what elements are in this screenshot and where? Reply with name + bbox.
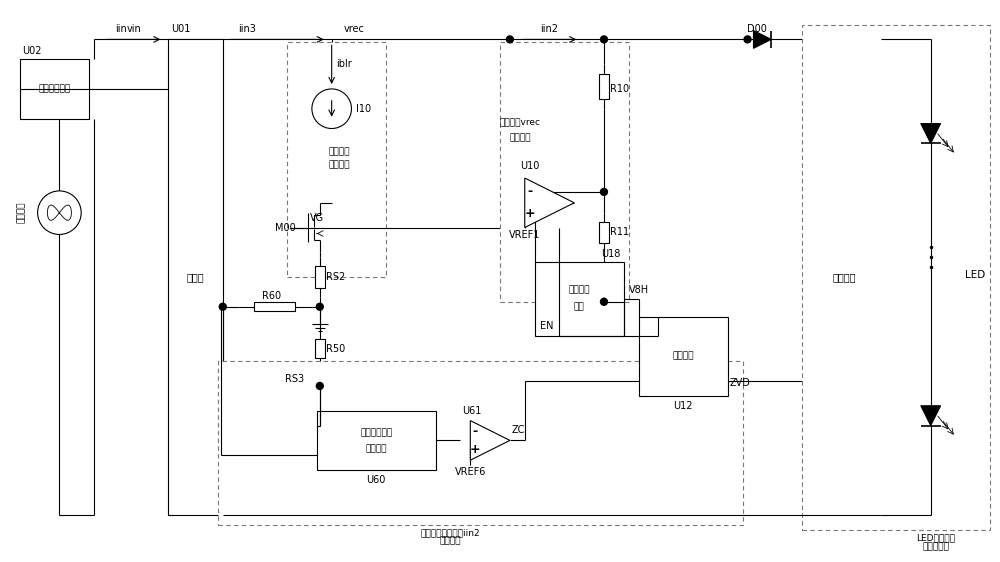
Text: V8H: V8H bbox=[629, 285, 649, 296]
Bar bbox=[599, 74, 609, 99]
Bar bbox=[287, 42, 386, 277]
Text: 检测电路: 检测电路 bbox=[509, 133, 531, 142]
Text: +: + bbox=[524, 207, 535, 220]
Text: 可控硅调光器: 可控硅调光器 bbox=[38, 84, 71, 93]
Bar bbox=[20, 59, 89, 119]
Polygon shape bbox=[921, 406, 941, 425]
Text: VREF1: VREF1 bbox=[509, 229, 540, 239]
Bar bbox=[599, 221, 609, 243]
Text: VG: VG bbox=[310, 212, 324, 223]
Text: U12: U12 bbox=[673, 401, 693, 411]
Text: vin: vin bbox=[126, 25, 141, 34]
Text: VREF6: VREF6 bbox=[455, 467, 486, 477]
Bar bbox=[807, 39, 881, 515]
Text: 交流输入: 交流输入 bbox=[17, 202, 26, 224]
Circle shape bbox=[744, 36, 751, 43]
Text: 开关电路: 开关电路 bbox=[832, 272, 856, 282]
Text: U10: U10 bbox=[520, 161, 539, 171]
Bar bbox=[802, 25, 990, 529]
Polygon shape bbox=[753, 30, 771, 48]
Text: 泄放电流
调节电路: 泄放电流 调节电路 bbox=[329, 147, 350, 169]
Text: 驱动电路输入电流iin2: 驱动电路输入电流iin2 bbox=[421, 528, 480, 537]
Bar bbox=[218, 361, 743, 524]
Text: RS2: RS2 bbox=[326, 272, 345, 282]
Bar bbox=[168, 39, 223, 515]
Bar bbox=[500, 42, 629, 302]
Circle shape bbox=[219, 303, 226, 310]
Circle shape bbox=[316, 383, 323, 389]
Text: U18: U18 bbox=[601, 249, 621, 259]
Text: EN: EN bbox=[540, 321, 553, 332]
Text: 绝对値）: 绝对値） bbox=[365, 444, 387, 453]
Circle shape bbox=[38, 191, 81, 234]
Text: U61: U61 bbox=[462, 406, 482, 416]
Text: （开关型）: （开关型） bbox=[922, 542, 949, 551]
Circle shape bbox=[316, 303, 323, 310]
Text: iin2: iin2 bbox=[541, 25, 559, 34]
Text: LED驱动电路: LED驱动电路 bbox=[916, 533, 955, 542]
Polygon shape bbox=[525, 178, 574, 228]
Text: R50: R50 bbox=[326, 344, 345, 354]
Bar bbox=[639, 316, 728, 396]
Bar bbox=[315, 339, 325, 359]
Text: U02: U02 bbox=[22, 46, 41, 56]
Circle shape bbox=[600, 188, 607, 196]
Circle shape bbox=[600, 36, 607, 43]
Bar bbox=[535, 262, 624, 337]
Text: 检测电路: 检测电路 bbox=[440, 537, 461, 546]
Text: R10: R10 bbox=[610, 84, 629, 94]
Text: 加法电路（取: 加法电路（取 bbox=[360, 428, 392, 437]
Text: 整流桥: 整流桥 bbox=[187, 272, 204, 282]
Bar bbox=[254, 302, 295, 311]
Text: ZVD: ZVD bbox=[730, 378, 751, 388]
Text: iblr: iblr bbox=[336, 59, 351, 69]
Circle shape bbox=[312, 89, 351, 129]
Text: iin: iin bbox=[115, 25, 127, 34]
Text: -: - bbox=[473, 425, 478, 438]
Text: RS3: RS3 bbox=[285, 374, 304, 384]
Text: vrec: vrec bbox=[344, 25, 364, 34]
Text: U01: U01 bbox=[171, 25, 191, 34]
Text: ZC: ZC bbox=[511, 425, 525, 436]
Circle shape bbox=[506, 36, 513, 43]
Text: +: + bbox=[470, 443, 481, 456]
Text: I10: I10 bbox=[356, 104, 372, 114]
Text: 驱动控制: 驱动控制 bbox=[568, 285, 590, 294]
Text: iin3: iin3 bbox=[239, 25, 256, 34]
Text: M00: M00 bbox=[275, 223, 296, 233]
Text: 逻辑电路: 逻辑电路 bbox=[672, 352, 694, 361]
Text: 电路: 电路 bbox=[574, 303, 585, 312]
Bar bbox=[315, 266, 325, 288]
Circle shape bbox=[600, 298, 607, 305]
Bar bbox=[317, 411, 436, 470]
Text: -: - bbox=[527, 185, 532, 198]
Text: 输入电压vrec: 输入电压vrec bbox=[499, 118, 540, 127]
Polygon shape bbox=[921, 124, 941, 143]
Text: R11: R11 bbox=[610, 228, 629, 238]
Polygon shape bbox=[470, 420, 510, 460]
Text: R60: R60 bbox=[262, 291, 281, 301]
Text: LED: LED bbox=[965, 270, 986, 279]
Text: D00: D00 bbox=[747, 25, 767, 34]
Text: U60: U60 bbox=[367, 475, 386, 485]
